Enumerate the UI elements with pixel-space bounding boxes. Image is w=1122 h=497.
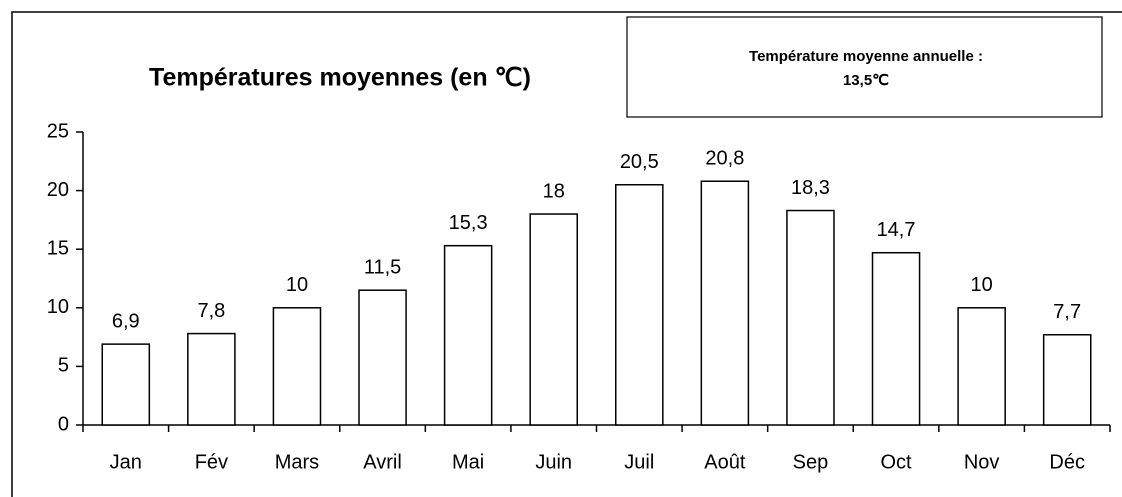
chart-title: Températures moyennes (en ℃) xyxy=(149,64,531,92)
annotation-box xyxy=(626,16,1103,118)
x-tick-label: Sep xyxy=(793,451,829,473)
bar xyxy=(871,251,921,426)
y-tick-label: 20 xyxy=(47,179,69,201)
x-tick-label: Fév xyxy=(195,451,228,473)
data-label: 14,7 xyxy=(877,219,916,241)
x-tick-label: Nov xyxy=(964,451,1000,473)
y-tick-label: 5 xyxy=(58,355,69,377)
y-tick-label: 15 xyxy=(47,237,69,259)
x-tick-label: Mai xyxy=(452,451,484,473)
data-label: 20,8 xyxy=(705,148,744,170)
data-label: 10 xyxy=(286,274,308,296)
data-label: 15,3 xyxy=(449,212,488,234)
data-label: 7,7 xyxy=(1053,301,1081,323)
data-label: 11,5 xyxy=(364,257,401,279)
x-tick-label: Juil xyxy=(624,451,654,473)
x-tick-label: Jan xyxy=(110,451,142,473)
bar xyxy=(700,180,750,426)
bar xyxy=(786,209,835,426)
bar xyxy=(272,307,322,426)
bar xyxy=(529,213,578,426)
y-tick-label: 10 xyxy=(47,296,69,318)
bar xyxy=(1042,334,1092,426)
bar xyxy=(101,343,151,426)
bar xyxy=(187,332,236,426)
bar xyxy=(358,289,407,426)
data-label: 10 xyxy=(971,274,993,296)
data-label: 6,9 xyxy=(112,310,140,332)
y-tick-label: 25 xyxy=(47,120,69,142)
y-tick-label: 0 xyxy=(58,413,69,435)
bar xyxy=(615,183,664,426)
x-tick-label: Déc xyxy=(1049,451,1085,473)
x-tick-label: Mars xyxy=(275,451,319,473)
x-tick-label: Juin xyxy=(535,451,572,473)
x-tick-label: Oct xyxy=(880,451,912,473)
bar xyxy=(443,244,493,426)
data-label: 20,5 xyxy=(620,151,659,173)
annotation-text: 13,5℃ xyxy=(843,72,889,89)
bar xyxy=(957,307,1006,426)
data-label: 7,8 xyxy=(197,300,225,322)
annotation-text: Température moyenne annuelle : xyxy=(749,48,983,65)
data-label: 18,3 xyxy=(791,177,830,199)
x-tick-label: Août xyxy=(704,451,746,473)
data-label: 18 xyxy=(543,180,565,202)
x-tick-label: Avril xyxy=(363,451,402,473)
